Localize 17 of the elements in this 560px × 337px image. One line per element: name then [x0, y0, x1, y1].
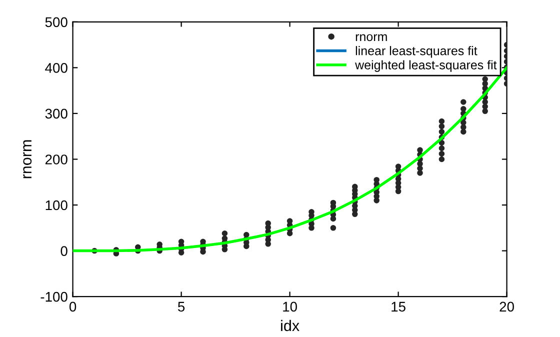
legend-label: rnorm [356, 34, 387, 42]
y-tick-label: 0 [60, 246, 68, 256]
y-tick-label: 200 [45, 154, 68, 164]
x-axis-title: idx [281, 320, 300, 332]
y-tick-label: 400 [45, 63, 68, 73]
y-tick-label: 100 [46, 200, 68, 210]
legend-label: linear least-squares fit [356, 46, 478, 58]
x-tick-label: 0 [69, 302, 76, 312]
y-tick-label: 300 [45, 108, 68, 119]
x-tick-label: 20 [500, 302, 514, 312]
x-tick-label: 5 [178, 302, 185, 312]
x-tick-label: 15 [392, 302, 406, 312]
x-tick-label: 10 [283, 302, 297, 312]
y-axis-title: rnorm [23, 140, 32, 178]
legend-label: weighted least-squares fit [355, 60, 497, 72]
y-tick-label: 500 [45, 17, 68, 28]
y-tick-label: -100 [40, 292, 68, 302]
